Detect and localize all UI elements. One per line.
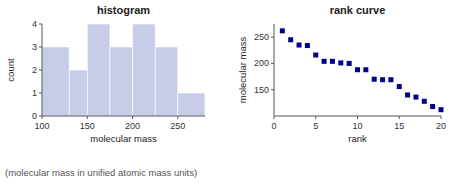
y-tick — [271, 89, 274, 90]
x-tick — [132, 116, 133, 119]
scatter-point — [322, 59, 327, 64]
y-tick — [271, 63, 274, 64]
y-axis-line — [274, 24, 275, 116]
scatter-point — [313, 53, 318, 58]
y-tick — [39, 116, 42, 117]
scatter-point — [280, 28, 285, 33]
y-tick-label: 3 — [32, 42, 37, 52]
histogram-bar — [133, 24, 156, 116]
marks — [42, 24, 205, 116]
x-tick-label: 20 — [436, 121, 446, 131]
scatter-point — [397, 84, 402, 89]
scatter-point — [413, 95, 418, 100]
y-tick-label: 0 — [32, 111, 37, 121]
scatter-point — [297, 43, 302, 48]
scatter-point — [288, 37, 293, 42]
y-tick-label: 1 — [32, 88, 37, 98]
x-tick-label: 15 — [394, 121, 404, 131]
x-tick — [357, 116, 358, 119]
x-tick-label: 150 — [80, 121, 95, 131]
scatter-point — [380, 77, 385, 82]
x-tick — [87, 116, 88, 119]
scatter-point — [372, 77, 377, 82]
scatter-point — [439, 107, 444, 112]
y-tick — [39, 47, 42, 48]
x-tick-label: 5 — [313, 121, 318, 131]
x-tick — [274, 116, 275, 119]
scatter-point — [355, 67, 360, 72]
panel-scatter: 0 5 10 15 20 150 200 250 rank curve rank molecular… — [237, 4, 446, 144]
x-tick — [399, 116, 400, 119]
y-tick-label: 4 — [32, 19, 37, 29]
x-tick-label: 250 — [170, 121, 185, 131]
y-tick — [271, 37, 274, 38]
chart-title: histogram — [97, 4, 150, 16]
y-tick-label: 150 — [254, 85, 269, 95]
figure: 10015020025001234histogrammolecular mass… — [0, 0, 451, 184]
histogram-bar — [155, 47, 178, 116]
x-tick — [315, 116, 316, 119]
x-tick-label: 0 — [271, 121, 276, 131]
histogram-bar — [69, 70, 87, 116]
scatter-point — [305, 43, 310, 48]
x-tick-label: 100 — [34, 121, 49, 131]
y-tick — [39, 70, 42, 71]
histogram-bar — [42, 47, 69, 116]
scatter-point — [422, 99, 427, 104]
scatter-point — [363, 67, 368, 72]
scatter-point — [338, 60, 343, 65]
y-tick — [39, 93, 42, 94]
y-tick-label: 200 — [254, 58, 269, 68]
scatter-point — [430, 104, 435, 109]
y-tick-label: 250 — [254, 32, 269, 42]
scatter-point — [347, 61, 352, 66]
x-tick-label: 10 — [352, 121, 362, 131]
caption: (molecular mass in unified atomic mass u… — [5, 167, 197, 178]
y-axis-label: molecular mass — [237, 36, 248, 103]
histogram-bar — [87, 24, 110, 116]
y-tick-label: 2 — [32, 65, 37, 75]
scatter-point — [405, 92, 410, 97]
chart-title: rank curve — [330, 4, 386, 16]
x-tick — [177, 116, 178, 119]
y-tick — [39, 24, 42, 25]
y-axis-label: count — [5, 58, 16, 82]
scatter-point — [330, 59, 335, 64]
x-axis-label: rank — [348, 133, 367, 144]
histogram-bar — [178, 93, 205, 116]
histogram-bar — [110, 47, 133, 116]
scatter-point — [388, 77, 393, 82]
panel-histogram: 100 150 200 250 0 1 2 3 4 histogram molecular mass… — [5, 4, 205, 144]
marks — [280, 28, 444, 112]
x-axis-label: molecular mass — [90, 133, 157, 144]
x-axis-line — [42, 116, 205, 117]
x-tick — [441, 116, 442, 119]
x-tick-label: 200 — [125, 121, 140, 131]
